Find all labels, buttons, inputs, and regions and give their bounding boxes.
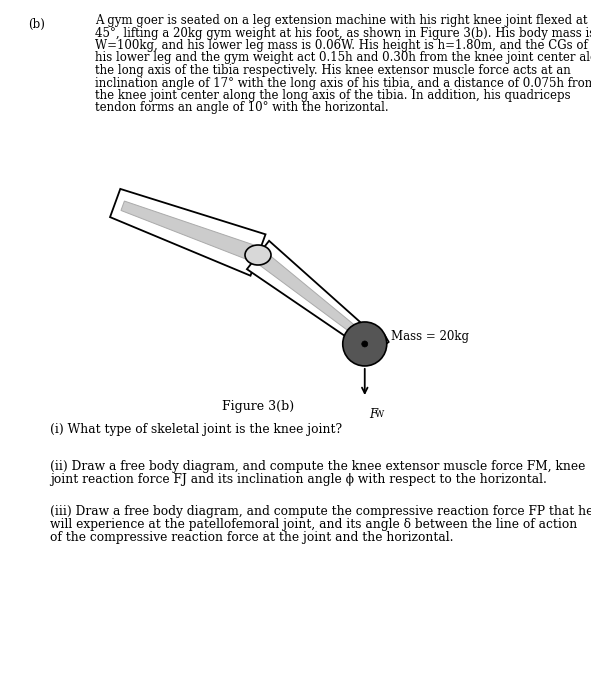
Polygon shape xyxy=(260,255,360,336)
Text: A gym goer is seated on a leg extension machine with his right knee joint flexed: A gym goer is seated on a leg extension … xyxy=(95,14,587,27)
Text: (ii) Draw a free body diagram, and compute the knee extensor muscle force FM, kn: (ii) Draw a free body diagram, and compu… xyxy=(50,460,585,473)
Text: the knee joint center along the long axis of the tibia. In addition, his quadric: the knee joint center along the long axi… xyxy=(95,89,571,102)
Text: his lower leg and the gym weight act 0.15h and 0.30h from the knee joint center : his lower leg and the gym weight act 0.1… xyxy=(95,52,591,65)
Text: tendon forms an angle of 10° with the horizontal.: tendon forms an angle of 10° with the ho… xyxy=(95,102,389,114)
Circle shape xyxy=(362,341,368,347)
Circle shape xyxy=(343,322,387,366)
Text: the long axis of the tibia respectively. His knee extensor muscle force acts at : the long axis of the tibia respectively.… xyxy=(95,64,571,77)
Text: joint reaction force FJ and its inclination angle ϕ with respect to the horizont: joint reaction force FJ and its inclinat… xyxy=(50,473,547,486)
Polygon shape xyxy=(121,201,253,260)
Polygon shape xyxy=(349,331,389,352)
Text: Figure 3(b): Figure 3(b) xyxy=(222,400,294,413)
Polygon shape xyxy=(247,241,372,347)
Ellipse shape xyxy=(245,245,271,265)
Text: of the compressive reaction force at the joint and the horizontal.: of the compressive reaction force at the… xyxy=(50,531,453,544)
Text: inclination angle of 17° with the long axis of his tibia, and a distance of 0.07: inclination angle of 17° with the long a… xyxy=(95,76,591,89)
Text: W: W xyxy=(375,410,384,419)
Text: will experience at the patellofemoral joint, and its angle δ between the line of: will experience at the patellofemoral jo… xyxy=(50,518,577,531)
Text: (iii) Draw a free body diagram, and compute the compressive reaction force FP th: (iii) Draw a free body diagram, and comp… xyxy=(50,505,591,518)
Text: 45°, lifting a 20kg gym weight at his foot, as shown in Figure 3(b). His body ma: 45°, lifting a 20kg gym weight at his fo… xyxy=(95,27,591,39)
Polygon shape xyxy=(110,189,265,276)
Text: Mass = 20kg: Mass = 20kg xyxy=(391,330,469,343)
Text: (b): (b) xyxy=(28,18,45,31)
Text: W=100kg, and his lower leg mass is 0.06W. His height is h=1.80m, and the CGs of: W=100kg, and his lower leg mass is 0.06W… xyxy=(95,39,588,52)
Text: F: F xyxy=(369,408,377,421)
Text: (i) What type of skeletal joint is the knee joint?: (i) What type of skeletal joint is the k… xyxy=(50,423,342,436)
